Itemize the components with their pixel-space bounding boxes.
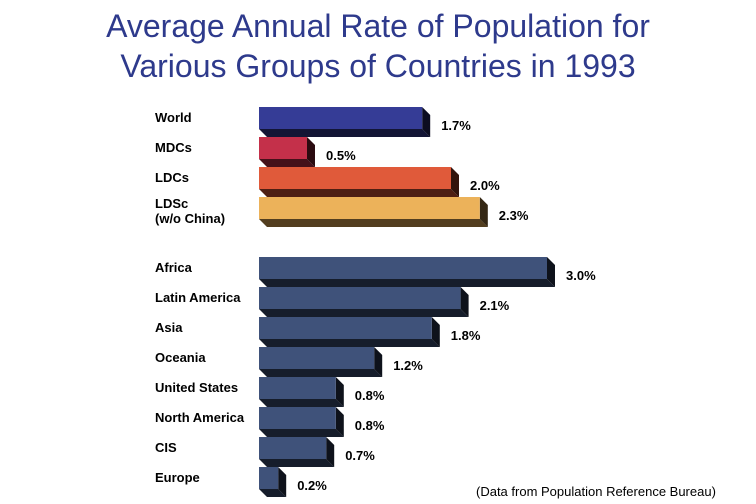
- bar-side-face-world: [422, 107, 431, 137]
- category-label-cis: CIS: [155, 440, 177, 455]
- bar-side-face-africa: [547, 257, 555, 287]
- bar-side-face-north-america: [335, 407, 344, 437]
- bar-group-north-america: North America 0.8%: [155, 407, 385, 437]
- category-label-world: World: [155, 110, 192, 125]
- bar-bottom-face-cis: [259, 459, 335, 467]
- bar-ldsc: [259, 197, 480, 219]
- bar-bottom-face-latin-america: [259, 309, 469, 317]
- bar-group-ldsc: LDSc (w/o China) 2.3%: [155, 196, 529, 227]
- category-label-line: Oceania: [155, 350, 206, 365]
- bar-side-face-mdcs: [307, 137, 315, 167]
- bar-side-face-asia: [431, 317, 440, 347]
- category-label-line: MDCs: [155, 140, 192, 155]
- category-label-asia: Asia: [155, 320, 183, 335]
- category-label-oceania: Oceania: [155, 350, 206, 365]
- value-label-asia: 1.8%: [451, 328, 481, 343]
- bar-africa: [259, 257, 547, 279]
- bar-group-oceania: Oceania 1.2%: [155, 347, 423, 377]
- category-label-line: Asia: [155, 320, 183, 335]
- bar-bottom-face-world: [259, 129, 431, 137]
- value-label-cis: 0.7%: [345, 448, 375, 463]
- value-label-europe: 0.2%: [297, 478, 327, 493]
- bar-bottom-face-oceania: [259, 369, 383, 377]
- bar-side-face-cis: [326, 437, 335, 467]
- category-label-ldsc: LDSc (w/o China): [155, 196, 225, 226]
- category-label-line: CIS: [155, 440, 177, 455]
- bar-bottom-face-united-states: [259, 399, 344, 407]
- bar-ldcs: [259, 167, 451, 189]
- chart-title-line-1: Average Annual Rate of Population for: [106, 8, 650, 44]
- category-label-line: LDSc: [155, 196, 188, 211]
- value-label-africa: 3.0%: [566, 268, 596, 283]
- source-note: (Data from Population Reference Bureau): [476, 484, 716, 499]
- bar-world: [259, 107, 423, 129]
- chart-title-line-2: Various Groups of Countries in 1993: [120, 48, 636, 84]
- bar-latin-america: [259, 287, 461, 309]
- category-label-line: (w/o China): [155, 211, 225, 226]
- bar-group-mdcs: MDCs 0.5%: [155, 137, 356, 167]
- value-label-mdcs: 0.5%: [326, 148, 356, 163]
- bar-group-cis: CIS 0.7%: [155, 437, 375, 467]
- bar-bottom-face-ldcs: [259, 189, 459, 197]
- bar-side-face-united-states: [335, 377, 344, 407]
- bar-group-world: World 1.7%: [155, 107, 471, 137]
- bar-europe: [259, 467, 279, 489]
- bar-side-face-europe: [278, 467, 287, 497]
- category-label-africa: Africa: [155, 260, 193, 275]
- bar-side-face-latin-america: [460, 287, 469, 317]
- bar-group-europe: Europe 0.2%: [155, 467, 327, 497]
- bar-side-face-ldsc: [479, 197, 488, 227]
- bar-cis: [259, 437, 327, 459]
- bar-bottom-face-europe: [259, 489, 287, 497]
- category-label-europe: Europe: [155, 470, 200, 485]
- category-label-line: United States: [155, 380, 238, 395]
- category-label-line: World: [155, 110, 192, 125]
- bar-mdcs: [259, 137, 307, 159]
- bar-bottom-face-africa: [259, 279, 555, 287]
- bar-group-africa: Africa 3.0%: [155, 257, 596, 287]
- bar-group-latin-america: Latin America 2.1%: [155, 287, 510, 317]
- category-label-united-states: United States: [155, 380, 238, 395]
- bar-oceania: [259, 347, 375, 369]
- category-label-line: North America: [155, 410, 245, 425]
- bar-bottom-face-asia: [259, 339, 440, 347]
- bar-bottom-face-mdcs: [259, 159, 315, 167]
- bar-asia: [259, 317, 432, 339]
- bar-side-face-ldcs: [451, 167, 459, 197]
- value-label-world: 1.7%: [441, 118, 471, 133]
- category-label-line: Africa: [155, 260, 193, 275]
- category-label-ldcs: LDCs: [155, 170, 189, 185]
- chart-title: Average Annual Rate of Population for Va…: [0, 6, 756, 86]
- category-label-north-america: North America: [155, 410, 245, 425]
- value-label-oceania: 1.2%: [393, 358, 423, 373]
- value-label-ldcs: 2.0%: [470, 178, 500, 193]
- bar-group-asia: Asia 1.8%: [155, 317, 481, 347]
- bar-bottom-face-north-america: [259, 429, 344, 437]
- category-label-latin-america: Latin America: [155, 290, 241, 305]
- bar-united-states: [259, 377, 336, 399]
- category-label-line: Latin America: [155, 290, 241, 305]
- bar-side-face-oceania: [374, 347, 383, 377]
- value-label-ldsc: 2.3%: [499, 208, 529, 223]
- bar-north-america: [259, 407, 336, 429]
- bar-group-united-states: United States 0.8%: [155, 377, 385, 407]
- value-label-north-america: 0.8%: [355, 418, 385, 433]
- category-label-line: Europe: [155, 470, 200, 485]
- category-label-mdcs: MDCs: [155, 140, 192, 155]
- bar-group-ldcs: LDCs 2.0%: [155, 167, 500, 197]
- category-label-line: LDCs: [155, 170, 189, 185]
- value-label-united-states: 0.8%: [355, 388, 385, 403]
- value-label-latin-america: 2.1%: [480, 298, 510, 313]
- bar-bottom-face-ldsc: [259, 219, 488, 227]
